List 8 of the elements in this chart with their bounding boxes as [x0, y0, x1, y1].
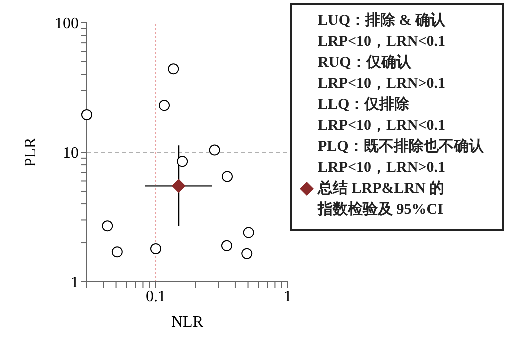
x-axis-title: NLR — [172, 314, 204, 331]
x-tick-label: 0.1 — [146, 288, 166, 306]
y-tick-label: 10 — [63, 145, 79, 162]
y-tick-label: 1 — [71, 274, 79, 292]
y-tick-label: 100 — [55, 16, 79, 33]
legend-label: 总结 LRP&LRN 的指数检验及 95%CI — [318, 179, 446, 220]
legend-box: LUQ：排除 & 确认 LRP<10，LRN<0.1 RUQ：仅确认 LRP<10，LRN>0.1 LLQ：仅排除 LRP<10，LRN<0.1 PLQ：既不排除也不确认 LRP<10，LRN>0.1 总结 LRP&LRN 的指数检验及 95%CI — [290, 3, 504, 231]
y-axis-title: PLR — [22, 138, 40, 168]
